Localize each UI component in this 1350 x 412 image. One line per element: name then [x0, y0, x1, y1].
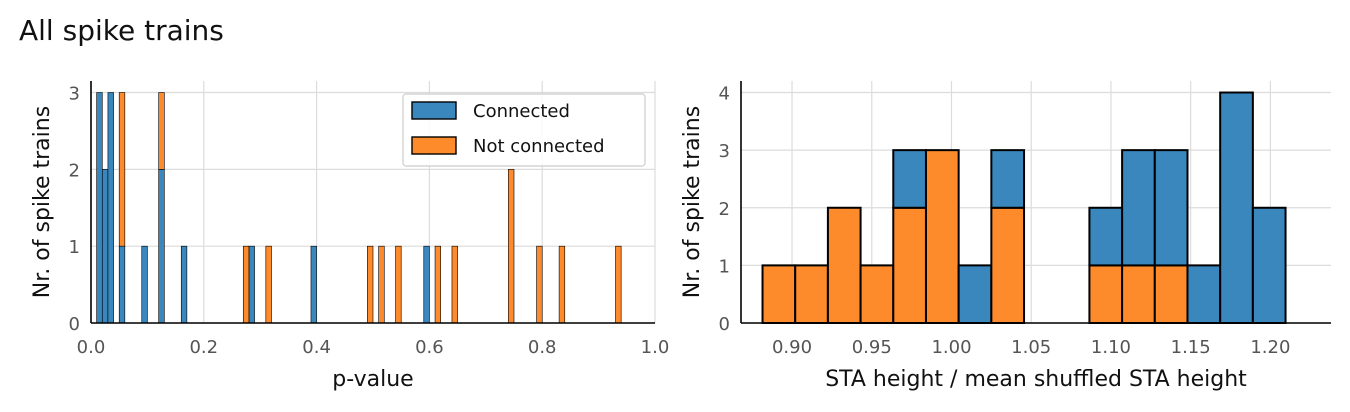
- x-tick-label: 1.20: [1250, 337, 1290, 358]
- y-axis-label: Nr. of spike trains: [30, 106, 55, 298]
- bar-not-connected: [434, 245, 441, 324]
- legend-frame: [402, 93, 646, 167]
- bar-connected: [141, 245, 148, 324]
- y-tick-label: 2: [719, 199, 730, 220]
- x-tick-label: 0.4: [302, 337, 331, 358]
- bar-not-connected: [1088, 264, 1124, 324]
- bar-not-connected: [158, 92, 165, 170]
- bar-connected: [1219, 91, 1254, 325]
- bar-connected: [107, 92, 114, 324]
- bar-not-connected: [451, 245, 458, 324]
- bar-not-connected: [395, 245, 402, 324]
- x-axis-label: p-value: [332, 367, 413, 392]
- legend-swatch-connected: [411, 101, 457, 120]
- x-tick-label: 0.6: [415, 337, 444, 358]
- x-tick-label: 1.05: [1011, 337, 1051, 358]
- bar-not-connected: [761, 264, 797, 324]
- pvalue-histogram: 0.0 0.2 0.4 0.6 0.8 1.0 0 1 2 3 p-value Nr. of spik…: [30, 81, 669, 392]
- bar-connected: [1121, 149, 1156, 267]
- bar-not-connected: [859, 264, 895, 324]
- legend: Connected Not connected: [402, 93, 646, 167]
- legend-label-connected: Connected: [473, 101, 570, 122]
- bar-not-connected: [1121, 264, 1156, 324]
- bar-connected: [1153, 149, 1189, 267]
- bar-not-connected: [367, 245, 374, 324]
- sta-ratio-histogram: 0.90 0.95 1.00 1.05 1.10 1.15 1.20 0 1 2 3 4 STA hei…: [680, 81, 1331, 392]
- bar-not-connected: [990, 206, 1026, 324]
- bar-connected: [101, 169, 109, 324]
- y-tick-label: 0: [719, 314, 730, 335]
- x-axis-label: STA height / mean shuffled STA height: [825, 367, 1247, 392]
- x-tick-label: 0.0: [77, 337, 106, 358]
- x-tick-label: 1.0: [641, 337, 670, 358]
- bar-not-connected: [1153, 264, 1189, 324]
- bar-not-connected: [536, 245, 543, 324]
- bar-connected: [1186, 264, 1222, 324]
- bar-not-connected: [265, 245, 272, 324]
- bar-not-connected: [508, 169, 515, 324]
- bar-not-connected: [794, 264, 829, 324]
- y-tick-label: 3: [69, 84, 80, 105]
- bar-not-connected: [378, 245, 385, 324]
- bar-connected: [158, 169, 165, 324]
- bar-connected: [118, 245, 126, 324]
- x-tick-label: 0.2: [189, 337, 218, 358]
- bar-not-connected: [242, 245, 250, 324]
- bar-connected: [957, 264, 993, 324]
- bar-connected: [892, 149, 927, 209]
- x-tick-label: 0.95: [852, 337, 892, 358]
- y-tick-label: 4: [719, 84, 730, 105]
- figure-title: All spike trains: [19, 14, 224, 47]
- y-tick-label: 1: [69, 237, 80, 258]
- legend-swatch-not-connected: [411, 136, 457, 155]
- bar-connected: [1088, 206, 1124, 267]
- y-axis-label: Nr. of spike trains: [680, 106, 705, 298]
- bar-not-connected: [558, 245, 566, 324]
- x-tick-label: 0.8: [528, 337, 557, 358]
- bar-not-connected: [892, 206, 927, 324]
- bar-connected: [1251, 206, 1287, 324]
- bar-connected: [180, 245, 188, 324]
- y-tick-label: 3: [719, 141, 730, 162]
- bar-not-connected: [924, 149, 960, 324]
- x-tick-label: 0.90: [772, 337, 812, 358]
- y-tick-label: 1: [719, 256, 730, 277]
- bar-connected: [310, 245, 317, 324]
- y-tick-label: 0: [69, 314, 80, 335]
- bar-not-connected: [118, 92, 126, 247]
- x-tick-label: 1.00: [931, 337, 971, 358]
- bar-connected: [248, 245, 255, 324]
- bar-connected: [423, 245, 430, 324]
- x-tick-label: 1.15: [1171, 337, 1211, 358]
- bar-not-connected: [826, 206, 862, 324]
- x-tick-label: 1.10: [1091, 337, 1131, 358]
- y-tick-label: 2: [69, 160, 80, 181]
- bar-not-connected: [615, 245, 622, 324]
- bar-connected: [96, 92, 103, 324]
- legend-label-not-connected: Not connected: [473, 136, 605, 157]
- bar-connected: [990, 149, 1026, 209]
